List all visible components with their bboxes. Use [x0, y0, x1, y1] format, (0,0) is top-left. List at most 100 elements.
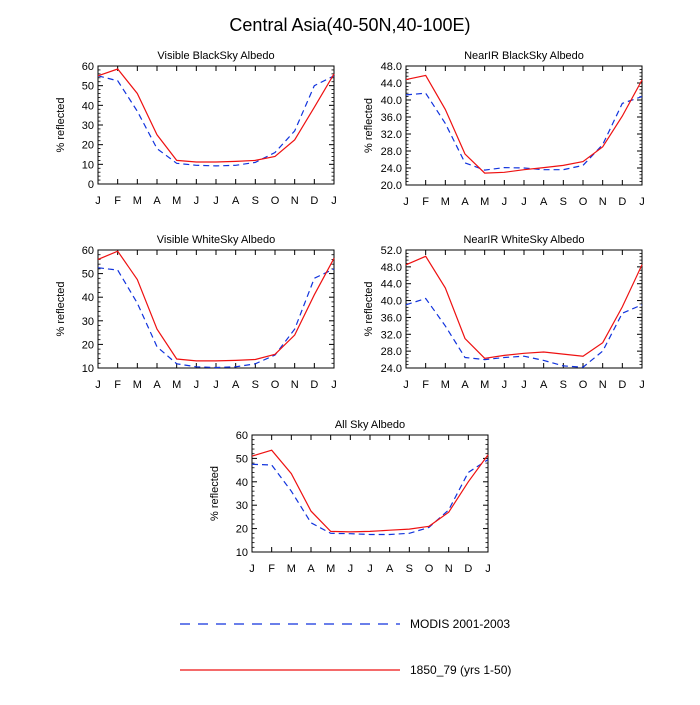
series-line-model	[405, 255, 643, 359]
figure-title: Central Asia(40-50N,40-100E)	[229, 15, 470, 35]
x-tick-label: M	[441, 379, 450, 391]
x-tick-label: J	[213, 379, 219, 391]
series-line-model	[405, 74, 643, 174]
y-tick-label: 48.0	[381, 262, 402, 274]
x-tick-label: J	[639, 196, 645, 208]
y-axis-label: % reflected	[55, 281, 67, 336]
x-tick-label: J	[639, 379, 645, 391]
x-tick-label: O	[579, 196, 588, 208]
x-tick-label: M	[441, 196, 450, 208]
x-tick-label: J	[521, 379, 527, 391]
y-tick-label: 20	[236, 524, 248, 536]
y-tick-label: 60	[82, 245, 94, 257]
x-tick-label: M	[172, 379, 181, 391]
x-tick-label: D	[310, 195, 318, 207]
chart-title: NearIR WhiteSky Albedo	[463, 234, 584, 246]
y-tick-label: 20	[82, 339, 94, 351]
y-tick-label: 44.0	[381, 279, 402, 291]
y-tick-label: 60	[236, 430, 248, 442]
x-tick-label: F	[422, 196, 429, 208]
x-tick-label: A	[153, 379, 161, 391]
x-tick-label: J	[502, 196, 508, 208]
x-tick-label: M	[480, 379, 489, 391]
y-tick-label: 30	[82, 316, 94, 328]
y-axis-label: % reflected	[55, 97, 67, 152]
y-tick-label: 32.0	[381, 329, 402, 341]
x-tick-label: F	[114, 379, 121, 391]
x-tick-label: S	[252, 379, 259, 391]
x-tick-label: A	[461, 379, 469, 391]
y-tick-label: 24.0	[381, 363, 402, 375]
x-tick-label: F	[422, 379, 429, 391]
y-tick-label: 30	[82, 120, 94, 132]
y-tick-label: 20.0	[381, 180, 402, 192]
chart-3: Visible WhiteSky Albedo % reflected 10 20 30…	[55, 234, 337, 391]
x-tick-label: J	[367, 563, 373, 575]
series-line-modis	[97, 267, 335, 369]
x-tick-label: S	[252, 195, 259, 207]
x-tick-label: N	[599, 379, 607, 391]
y-tick-label: 50	[82, 81, 94, 93]
y-axis-label: % reflected	[363, 281, 375, 336]
x-tick-label: N	[599, 196, 607, 208]
x-tick-label: A	[232, 195, 240, 207]
series-line-model	[97, 68, 335, 163]
x-tick-label: M	[172, 195, 181, 207]
x-tick-label: F	[114, 195, 121, 207]
y-tick-label: 10	[236, 547, 248, 559]
plot-frame	[97, 249, 335, 369]
x-tick-label: N	[445, 563, 453, 575]
x-tick-label: M	[133, 379, 142, 391]
x-tick-label: M	[133, 195, 142, 207]
x-tick-label: O	[271, 379, 280, 391]
x-tick-label: J	[331, 379, 337, 391]
y-tick-label: 48.0	[381, 61, 402, 73]
y-axis-label: % reflected	[363, 98, 375, 153]
x-tick-label: D	[618, 196, 626, 208]
x-tick-label: A	[461, 196, 469, 208]
x-tick-label: J	[331, 195, 337, 207]
y-tick-label: 44.0	[381, 78, 402, 90]
plot-frame	[405, 249, 643, 369]
chart-title: All Sky Albedo	[335, 419, 405, 431]
x-tick-label: J	[213, 195, 219, 207]
x-tick-label: J	[194, 195, 200, 207]
x-tick-label: D	[310, 379, 318, 391]
series-line-modis	[97, 75, 335, 167]
x-tick-label: A	[232, 379, 240, 391]
y-tick-label: 28.0	[381, 346, 402, 358]
series-line-model	[251, 449, 489, 533]
series-line-modis	[405, 92, 643, 171]
x-tick-label: J	[403, 196, 409, 208]
y-tick-label: 40.0	[381, 95, 402, 107]
y-tick-label: 40	[82, 292, 94, 304]
y-tick-label: 32.0	[381, 129, 402, 141]
x-tick-label: D	[618, 379, 626, 391]
y-tick-label: 36.0	[381, 112, 402, 124]
chart-4: NearIR WhiteSky Albedo % reflected 24.0 28.…	[363, 234, 645, 391]
x-tick-label: J	[502, 379, 508, 391]
x-tick-label: A	[540, 196, 548, 208]
chart-1: Visible BlackSky Albedo % reflected 0 10 20 3…	[55, 50, 337, 207]
x-tick-label: M	[480, 196, 489, 208]
y-tick-label: 0	[88, 179, 94, 191]
x-tick-label: A	[153, 195, 161, 207]
x-tick-label: F	[268, 563, 275, 575]
x-tick-label: J	[194, 379, 200, 391]
x-tick-label: M	[326, 563, 335, 575]
y-tick-label: 30	[236, 500, 248, 512]
legend: MODIS 2001-2003 1850_79 (yrs 1-50)	[180, 617, 511, 677]
x-tick-label: A	[540, 379, 548, 391]
legend-model-label: 1850_79 (yrs 1-50)	[410, 663, 511, 677]
y-tick-label: 40	[236, 477, 248, 489]
x-tick-label: J	[348, 563, 354, 575]
series-line-modis	[405, 297, 643, 368]
y-tick-label: 36.0	[381, 312, 402, 324]
x-tick-label: M	[287, 563, 296, 575]
x-tick-label: D	[464, 563, 472, 575]
y-tick-label: 52.0	[381, 245, 402, 257]
x-tick-label: A	[386, 563, 394, 575]
y-axis-label: % reflected	[209, 466, 221, 521]
x-tick-label: J	[521, 196, 527, 208]
